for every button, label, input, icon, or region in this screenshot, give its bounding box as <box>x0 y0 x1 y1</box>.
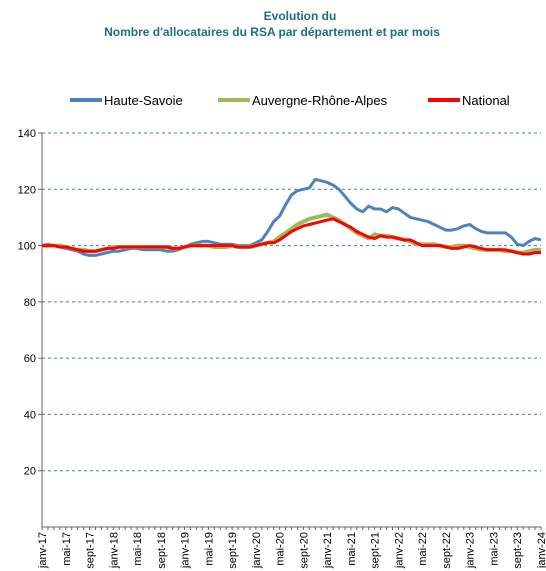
x-tick-label: mai-17 <box>61 532 73 566</box>
series-line <box>42 217 541 256</box>
x-tick-label: janv-23 <box>465 532 477 569</box>
x-tick-label: sept-18 <box>156 532 168 569</box>
y-tick-label: 60 <box>24 353 36 365</box>
x-tick-label: mai-21 <box>346 532 358 566</box>
x-tick-label: janv-21 <box>322 532 334 569</box>
x-tick-label: sept-19 <box>227 532 239 569</box>
x-tick-label: mai-22 <box>417 532 429 566</box>
x-tick-label: janv-19 <box>180 532 192 569</box>
x-tick-label: mai-18 <box>132 532 144 566</box>
x-tick-label: mai-20 <box>275 532 287 566</box>
y-tick-label: 40 <box>24 409 36 421</box>
x-tick-label: mai-19 <box>203 532 215 566</box>
series-line <box>41 177 542 257</box>
x-tick-label: janv-24 <box>536 532 546 569</box>
y-tick-label: 120 <box>18 184 36 196</box>
y-tick-label: 80 <box>24 297 36 309</box>
x-tick-label: sept-17 <box>85 532 97 569</box>
x-tick-label: sept-23 <box>512 532 524 569</box>
x-tick-label: sept-20 <box>298 532 310 569</box>
x-tick-label: mai-23 <box>488 532 500 566</box>
y-tick-label: 20 <box>24 466 36 478</box>
x-tick-label: janv-17 <box>37 532 49 569</box>
legend-label: Auvergne-Rhône-Alpes <box>252 93 388 108</box>
x-tick-label: janv-20 <box>251 532 263 569</box>
legend-label: Haute-Savoie <box>104 93 183 108</box>
y-tick-label: 140 <box>18 128 36 140</box>
chart-title: Evolution du <box>264 9 337 23</box>
y-tick-label: 100 <box>18 241 36 253</box>
x-tick-label: janv-22 <box>393 532 405 569</box>
legend-label: National <box>462 93 510 108</box>
x-tick-label: sept-22 <box>441 532 453 569</box>
x-tick-label: sept-21 <box>370 532 382 569</box>
x-tick-label: janv-18 <box>108 532 120 569</box>
chart-subtitle: Nombre d'allocataires du RSA par départe… <box>104 25 440 39</box>
